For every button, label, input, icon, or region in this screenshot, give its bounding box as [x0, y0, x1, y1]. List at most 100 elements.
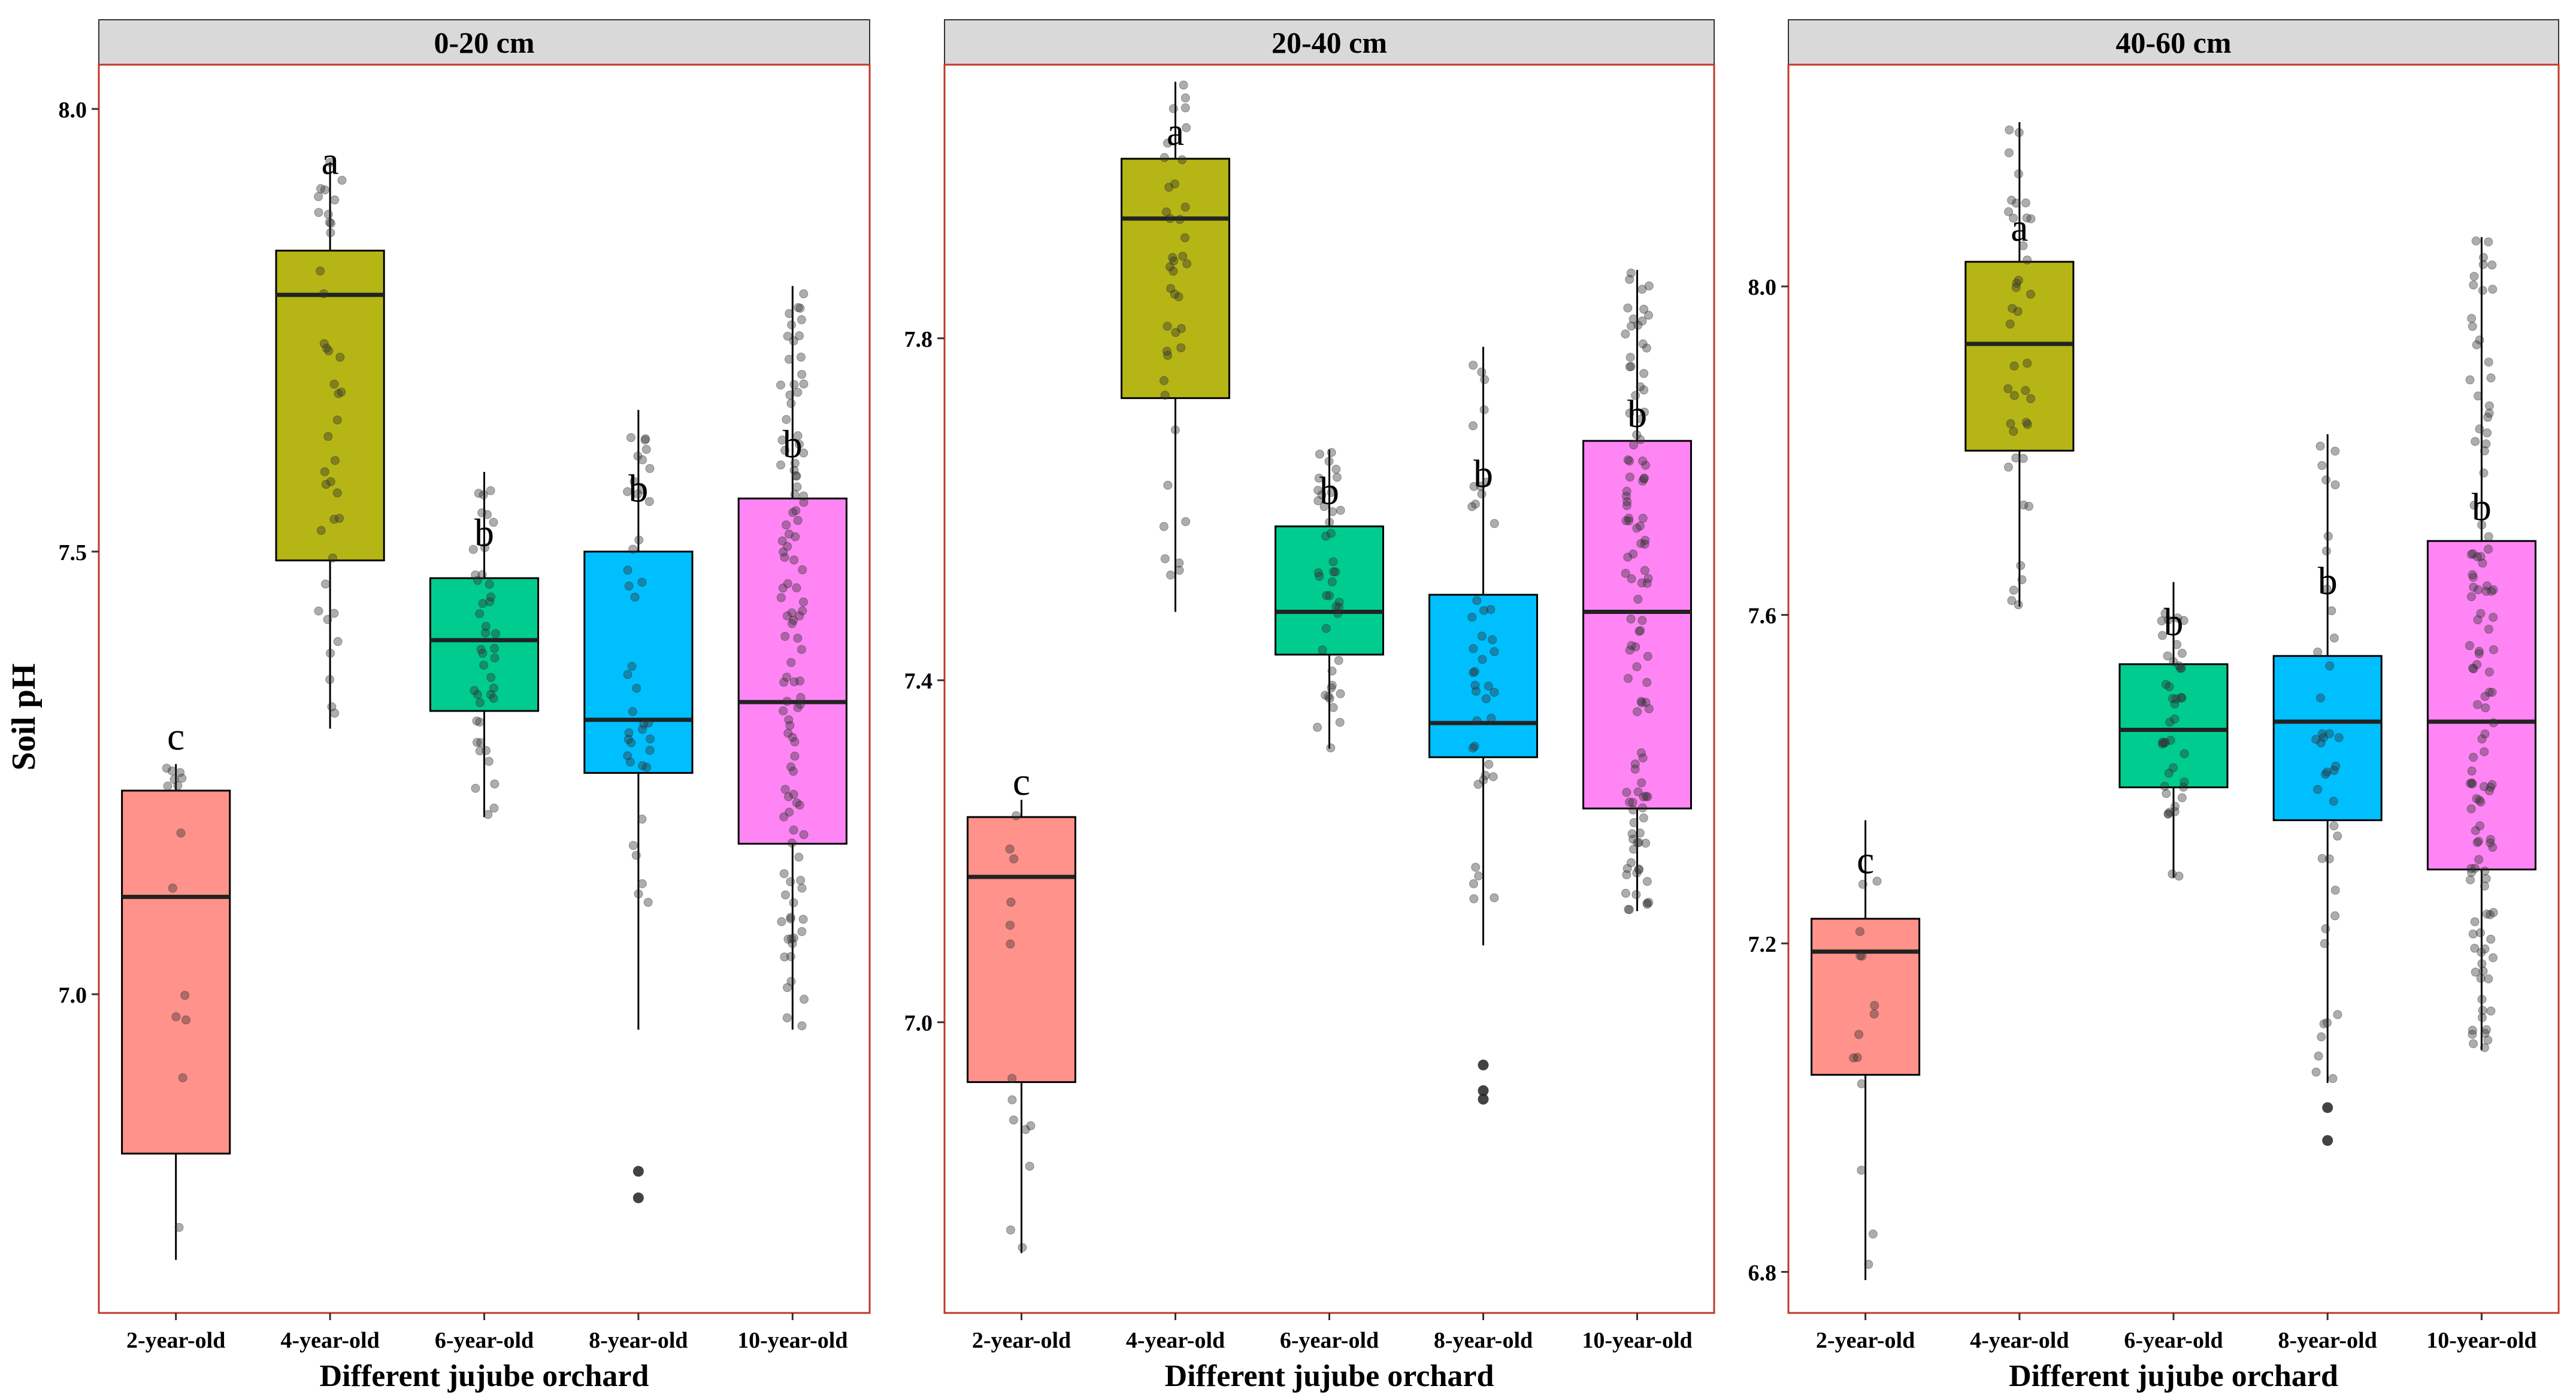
data-point [1636, 382, 1645, 392]
data-point [789, 789, 798, 799]
data-point [623, 487, 632, 497]
data-point [1622, 870, 1631, 879]
data-point [637, 815, 647, 824]
data-point [2489, 585, 2498, 595]
data-point [1170, 425, 1180, 435]
data-point [1625, 362, 1634, 371]
data-point [780, 785, 790, 794]
data-point [2467, 867, 2477, 877]
data-point [2480, 729, 2490, 739]
data-point [1623, 552, 1633, 562]
data-point [2170, 714, 2180, 724]
box [737, 497, 847, 845]
significance-letter: b [2318, 559, 2338, 603]
data-point [481, 628, 491, 638]
data-point [793, 431, 803, 441]
data-point [178, 1073, 187, 1082]
data-point [2317, 854, 2327, 863]
data-point [1321, 531, 1331, 541]
data-point [2486, 910, 2495, 919]
data-point [2489, 907, 2498, 917]
data-point [776, 380, 786, 390]
data-point [780, 890, 790, 900]
data-point [472, 716, 482, 726]
data-point [1643, 652, 1652, 661]
data-point [2481, 586, 2491, 596]
data-point [2021, 198, 2030, 208]
data-point [2004, 148, 2014, 158]
data-point [627, 661, 637, 671]
significance-letter: a [321, 140, 338, 183]
significance-letter: c [1013, 760, 1030, 804]
data-point [641, 444, 651, 454]
data-point [1328, 507, 1337, 516]
outlier-point [2322, 1135, 2333, 1146]
data-point [2480, 692, 2490, 701]
data-point [2325, 661, 2335, 671]
data-point [1868, 1229, 1878, 1239]
data-point [1331, 464, 1341, 474]
data-point [2473, 585, 2483, 595]
data-point [319, 339, 329, 349]
data-point [490, 779, 500, 789]
data-point [799, 491, 809, 501]
data-point [1632, 524, 1642, 533]
data-point [792, 583, 801, 592]
significance-letter: b [783, 423, 803, 467]
box [583, 550, 694, 774]
data-point [1625, 645, 1634, 655]
data-point [2472, 552, 2482, 562]
data-point [789, 933, 798, 943]
box [1811, 918, 1921, 1076]
data-point [2472, 660, 2482, 670]
data-point [1168, 253, 1177, 262]
data-point [333, 637, 343, 646]
data-point [1477, 489, 1487, 499]
data-point [1009, 854, 1019, 864]
data-point [2321, 475, 2331, 485]
data-point [795, 700, 805, 709]
data-point [468, 544, 478, 554]
data-point [1625, 408, 1634, 418]
data-point [1622, 486, 1631, 496]
data-point [2478, 260, 2488, 270]
data-point [334, 389, 343, 398]
data-point [1624, 516, 1634, 526]
x-tick-label: 4-year-old [1126, 1328, 1225, 1353]
data-point [2321, 924, 2330, 934]
data-point [1325, 591, 1334, 600]
data-point [326, 649, 335, 658]
data-point [1163, 322, 1172, 331]
data-point [2330, 480, 2340, 489]
data-point [2009, 391, 2019, 400]
data-point [2177, 793, 2187, 803]
data-point [2014, 276, 2023, 285]
data-point [1631, 890, 1641, 900]
data-point [796, 692, 806, 702]
data-point [777, 917, 786, 927]
data-point [1325, 694, 1334, 703]
data-point [1334, 603, 1344, 612]
data-point [1625, 353, 1635, 362]
x-tick-label: 6-year-old [1280, 1328, 1379, 1353]
data-point [1627, 321, 1636, 331]
data-point [2469, 280, 2478, 290]
data-point [1644, 704, 1654, 713]
data-point [798, 606, 807, 616]
data-point [1165, 262, 1175, 272]
facet-strip-label: 0-20 cm [434, 26, 535, 59]
data-point [795, 440, 804, 449]
data-point [642, 762, 652, 772]
box-group-8-year-old: b [2272, 434, 2383, 1146]
data-point [779, 677, 789, 687]
data-point [321, 480, 331, 489]
data-point [786, 762, 795, 771]
data-point [2165, 682, 2174, 692]
data-point [795, 676, 805, 686]
data-point [324, 346, 334, 356]
data-point [2475, 928, 2485, 937]
data-point [2177, 649, 2187, 658]
data-point [1469, 879, 1478, 888]
data-point [2487, 780, 2497, 789]
data-point [783, 331, 792, 341]
